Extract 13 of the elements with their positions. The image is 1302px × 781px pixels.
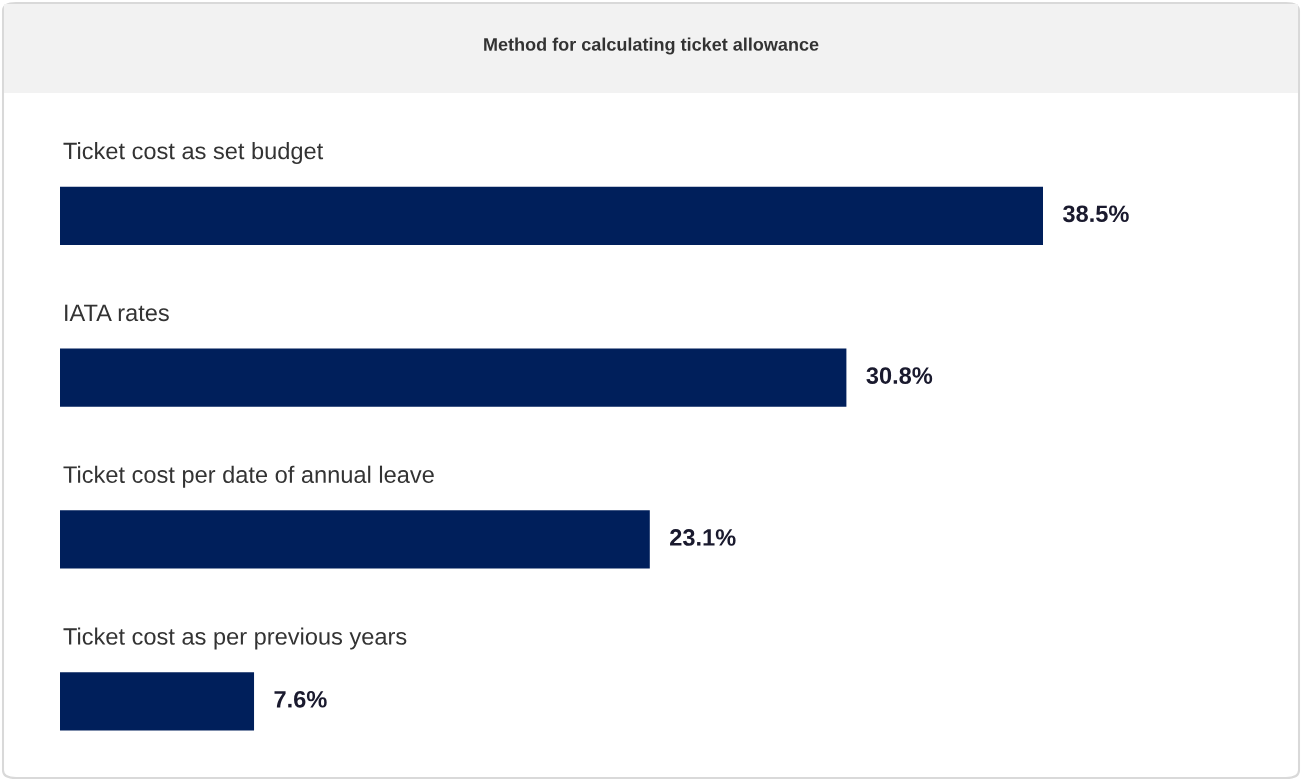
bar: [60, 186, 1043, 245]
bar: [60, 510, 650, 569]
bar: [60, 348, 847, 407]
y-tick-label: IATA rates: [65, 304, 169, 322]
y-tick-label: Ticket cost per date of annual leave: [63, 465, 434, 488]
data-label: 30.8%: [866, 367, 933, 384]
chart-title: Method for calculating ticket allowance: [484, 37, 819, 55]
bar: [60, 672, 255, 731]
data-label: 7.6%: [274, 690, 327, 708]
y-tick-label: Ticket cost as set budget: [63, 141, 324, 164]
data-label: 38.5%: [1062, 205, 1129, 223]
y-tick-label: Ticket cost as per previous years: [63, 627, 407, 650]
data-label: 23.1%: [670, 529, 736, 546]
